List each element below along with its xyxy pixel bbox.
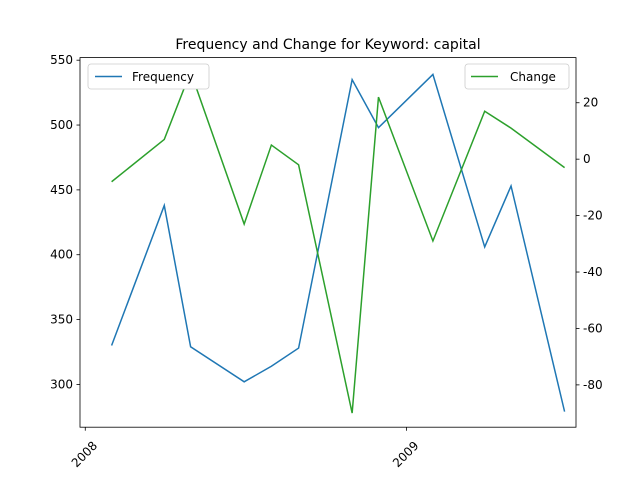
left-y-tick-label-550: 550 [50, 53, 73, 67]
right-y-tick-label--20: -20 [583, 209, 603, 223]
left-y-tick-label-350: 350 [50, 313, 73, 327]
left-y-axis: 300 350 400 450 500 550 [50, 53, 80, 391]
right-y-tick-label-0: 0 [583, 152, 591, 166]
right-y-tick-label--60: -60 [583, 321, 603, 335]
right-y-tick-label--40: -40 [583, 265, 603, 279]
legend-label-frequency: Frequency [132, 70, 194, 84]
legend-change: Change [464, 63, 570, 90]
left-y-tick-label-300: 300 [50, 377, 73, 391]
series-line-change [111, 69, 566, 414]
x-axis: 2008 2009 [69, 427, 421, 470]
left-y-tick-label-400: 400 [50, 248, 73, 262]
right-y-tick-label-20: 20 [583, 96, 598, 110]
legend-frequency: Frequency [87, 63, 210, 90]
right-y-tick-label--80: -80 [583, 378, 603, 392]
left-y-tick-label-500: 500 [50, 118, 73, 132]
x-tick-label-2008: 2008 [69, 439, 100, 470]
chart-title: Frequency and Change for Keyword: capita… [175, 37, 480, 53]
series-line-frequency [110, 73, 566, 412]
right-y-axis: -80 -60 -40 -20 0 20 [576, 96, 603, 392]
left-y-tick-label-450: 450 [50, 183, 73, 197]
legend-label-change: Change [510, 70, 556, 84]
plot-frame [79, 57, 577, 428]
x-tick-label-2009: 2009 [390, 439, 421, 470]
